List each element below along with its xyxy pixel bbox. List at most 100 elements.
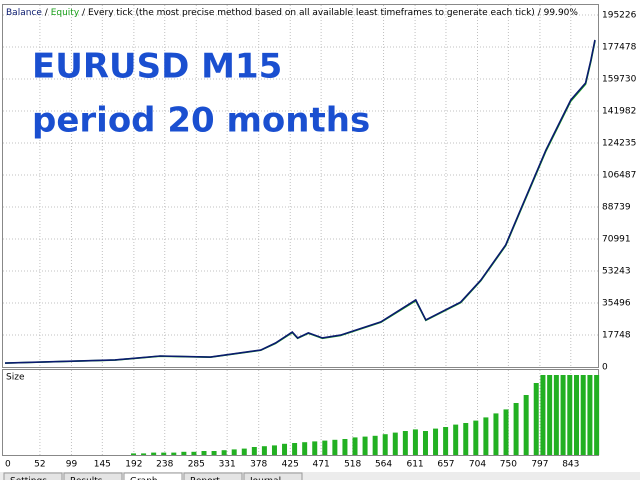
size-bar bbox=[372, 435, 378, 455]
size-bar bbox=[523, 395, 529, 455]
y-tick-label: 106487 bbox=[602, 170, 636, 180]
size-bar bbox=[402, 431, 408, 455]
x-tick-label: 0 bbox=[5, 460, 11, 470]
size-bar bbox=[443, 427, 449, 455]
x-tick-label: 843 bbox=[562, 460, 579, 470]
size-bar bbox=[553, 375, 559, 455]
size-bar bbox=[453, 424, 459, 455]
y-tick-label: 17748 bbox=[602, 330, 631, 340]
x-tick-label: 611 bbox=[406, 460, 423, 470]
y-tick-label: 124235 bbox=[602, 138, 636, 148]
size-bar bbox=[540, 375, 546, 455]
size-bar bbox=[261, 446, 267, 455]
size-bar bbox=[191, 451, 197, 455]
size-bar bbox=[580, 375, 586, 455]
size-bar bbox=[312, 441, 318, 455]
size-bar bbox=[131, 453, 137, 455]
tab-strip bbox=[0, 472, 640, 480]
separator: / bbox=[82, 8, 86, 18]
separator: / bbox=[538, 8, 542, 18]
tab-label[interactable]: Journal bbox=[249, 477, 281, 480]
x-tick-label: 52 bbox=[34, 460, 45, 470]
size-bar bbox=[433, 428, 439, 455]
y-tick-label: 0 bbox=[602, 363, 608, 373]
x-tick-label: 518 bbox=[344, 460, 361, 470]
tab bbox=[3, 472, 63, 480]
size-bar bbox=[221, 450, 227, 455]
size-bar bbox=[594, 375, 600, 455]
y-tick-label: 35496 bbox=[602, 298, 631, 308]
size-bar bbox=[211, 451, 217, 455]
size-bar bbox=[547, 375, 553, 455]
size-bar bbox=[292, 443, 298, 455]
tab bbox=[183, 472, 243, 480]
y-tick-label: 88739 bbox=[602, 203, 631, 213]
model-info: Every tick (the most precise method base… bbox=[88, 8, 535, 18]
tab bbox=[243, 472, 303, 480]
y-tick-label: 177478 bbox=[602, 43, 637, 53]
size-bar bbox=[342, 439, 348, 455]
size-bar bbox=[533, 383, 539, 455]
size-bar bbox=[241, 448, 247, 455]
grid: 0 17748 35496 53243 70991 88739 106487 124235 14… bbox=[3, 5, 637, 470]
x-tick-label: 378 bbox=[250, 460, 267, 470]
size-bar bbox=[567, 375, 573, 455]
size-bar bbox=[171, 452, 177, 455]
x-tick-label: 425 bbox=[282, 460, 299, 470]
tab-label[interactable]: Settings bbox=[10, 477, 47, 480]
x-tick-label: 704 bbox=[469, 460, 486, 470]
size-bar bbox=[151, 452, 157, 455]
size-plot-frame bbox=[2, 369, 599, 456]
size-bar bbox=[573, 375, 579, 455]
x-tick-label: 750 bbox=[500, 460, 517, 470]
legend-balance: Balance bbox=[6, 8, 42, 18]
x-tick-label: 192 bbox=[125, 460, 142, 470]
annotation: EURUSD M15 bbox=[32, 47, 282, 87]
y-tick-label: 70991 bbox=[602, 235, 631, 245]
separator: / bbox=[45, 8, 49, 18]
size-label: Size bbox=[6, 373, 25, 383]
legend-equity: Equity bbox=[51, 8, 80, 18]
size-bar bbox=[493, 413, 499, 455]
tab-label[interactable]: Graph bbox=[130, 477, 158, 480]
x-tick-label: 238 bbox=[156, 460, 173, 470]
size-bar bbox=[382, 434, 388, 455]
size-bar bbox=[412, 429, 418, 455]
size-bar bbox=[513, 403, 519, 455]
tab bbox=[123, 472, 183, 480]
size-bar bbox=[560, 375, 566, 455]
tab bbox=[63, 472, 123, 480]
y-tick-label: 195226 bbox=[602, 11, 637, 21]
marks bbox=[4, 39, 600, 455]
y-tick-label: 141982 bbox=[602, 107, 636, 117]
size-bar bbox=[231, 449, 237, 455]
quality: 99.90% bbox=[544, 8, 579, 18]
x-tick-label: 285 bbox=[188, 460, 205, 470]
size-bar bbox=[587, 375, 593, 455]
x-tick-label: 657 bbox=[437, 460, 454, 470]
size-bar bbox=[141, 453, 147, 455]
y-tick-label: 53243 bbox=[602, 267, 631, 277]
size-bar bbox=[161, 452, 167, 455]
tabs: Settings Results Graph Report Journal bbox=[3, 472, 303, 480]
size-bar bbox=[282, 443, 288, 455]
size-bar bbox=[322, 440, 328, 455]
line-0 bbox=[4, 39, 596, 364]
size-bar bbox=[332, 439, 338, 455]
size-bar bbox=[463, 423, 469, 455]
annotation: period 20 months bbox=[32, 101, 370, 141]
size-bar bbox=[362, 436, 368, 455]
size-bar bbox=[503, 409, 509, 455]
size-bar bbox=[181, 451, 187, 455]
header: Balance / Equity / Every tick (the most … bbox=[6, 8, 578, 18]
tab-label[interactable]: Report bbox=[190, 477, 220, 480]
size-bar bbox=[392, 432, 398, 455]
tab-label[interactable]: Results bbox=[70, 477, 103, 480]
size-bar bbox=[302, 442, 308, 455]
x-tick-label: 564 bbox=[375, 460, 392, 470]
x-tick-label: 471 bbox=[313, 460, 330, 470]
size-bar bbox=[483, 417, 489, 455]
size-bar bbox=[201, 451, 207, 455]
x-tick-label: 797 bbox=[531, 460, 548, 470]
